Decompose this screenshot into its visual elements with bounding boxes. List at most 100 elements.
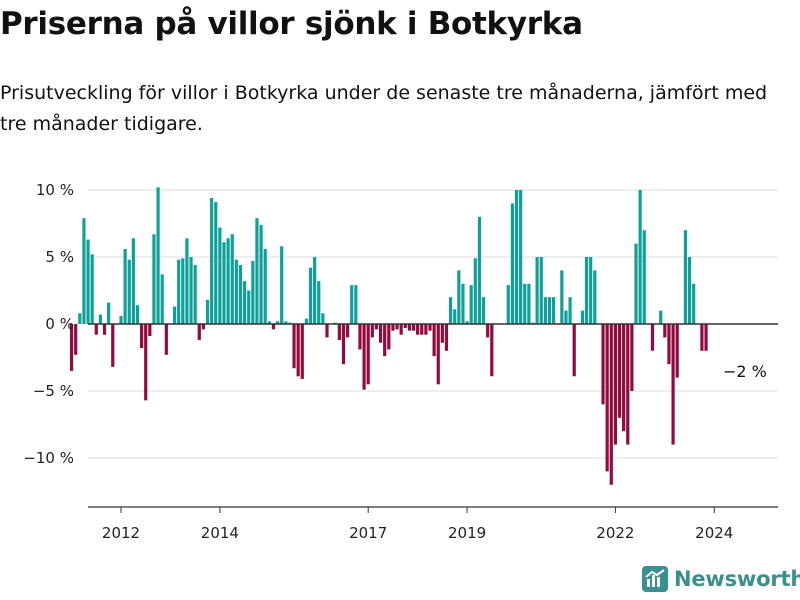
bar [617,324,622,418]
bar [469,285,473,324]
x-tick-label: 2022 [596,524,634,542]
chart-title: Priserna på villor sjönk i Botkyrka [0,6,583,42]
bar [407,324,411,331]
bar [160,274,164,324]
bar [700,324,704,351]
bar [547,297,552,324]
bar [683,230,688,324]
bar [543,297,547,324]
x-tick-label: 2019 [448,524,486,542]
bar [391,324,395,331]
bar [189,257,193,324]
bar [325,324,329,338]
bar [251,261,255,324]
bar [605,324,609,472]
bar [539,257,543,324]
bar [341,324,346,365]
bar [205,299,210,324]
bar [230,234,234,324]
bar [383,324,387,357]
bar [148,324,152,337]
bar [86,239,90,324]
bar [172,306,177,324]
bar [638,190,642,324]
bar [177,259,181,324]
bar [564,310,568,324]
bar [411,324,416,331]
x-tick-label: 2024 [695,524,733,542]
bar [271,324,276,330]
y-tick-label: 10 % [36,181,74,199]
bar [687,257,692,324]
bar [453,309,457,324]
bar [140,324,144,349]
bar [275,321,280,324]
bar [675,324,679,378]
x-tick-label: 2014 [201,524,239,542]
bar [671,324,675,445]
bar [378,324,383,343]
bar [317,281,321,324]
y-tick-label: −10 % [23,449,74,467]
bar [214,202,218,324]
bar [238,265,243,324]
bar [589,257,593,324]
bar [267,321,271,324]
bar [490,324,494,377]
newsworthy-logo: Newsworthy [642,566,800,592]
bar [642,230,646,324]
brand-name: Newsworthy [674,567,800,591]
bar [704,324,708,351]
bar [568,297,572,324]
bar [580,310,585,324]
bar [622,324,626,432]
bar [514,190,519,324]
bar [193,265,197,324]
bar [667,324,671,365]
bar [226,238,230,324]
bar [440,324,444,343]
bar [131,238,135,324]
bar [358,324,362,350]
bar [692,283,696,324]
bar [584,257,589,324]
bar [366,324,370,385]
bar [164,324,168,355]
bar [428,324,432,331]
bar [259,224,263,324]
axes: 10 % 5 % 0 % −5 % −10 % 2012 2014 2017 2019 2022 2… [23,181,778,542]
bar [300,324,304,379]
bar [156,187,160,324]
bar [107,302,111,324]
bar [486,324,490,338]
bar [630,324,634,391]
bar [135,305,140,324]
bar [399,324,403,335]
bar [374,324,379,330]
bar [659,310,663,324]
bar [432,324,436,357]
x-tick-label: 2017 [349,524,387,542]
bar [201,324,205,330]
y-tick-label: 5 % [45,248,74,266]
bar [424,324,428,335]
y-tick-label: 0 % [45,315,74,333]
bar [102,324,107,335]
bar [263,248,267,324]
bar [519,190,523,324]
gridlines [88,189,778,459]
bar [593,270,597,324]
bar [321,313,325,324]
bar [181,258,185,324]
bar [560,270,564,324]
bar [234,259,238,324]
bar [78,313,82,324]
bar [403,324,407,329]
bar [284,321,288,324]
bar [601,324,605,405]
bar [395,324,399,330]
newsworthy-logo-icon [642,566,668,592]
bar [127,259,131,324]
bar [222,242,226,324]
